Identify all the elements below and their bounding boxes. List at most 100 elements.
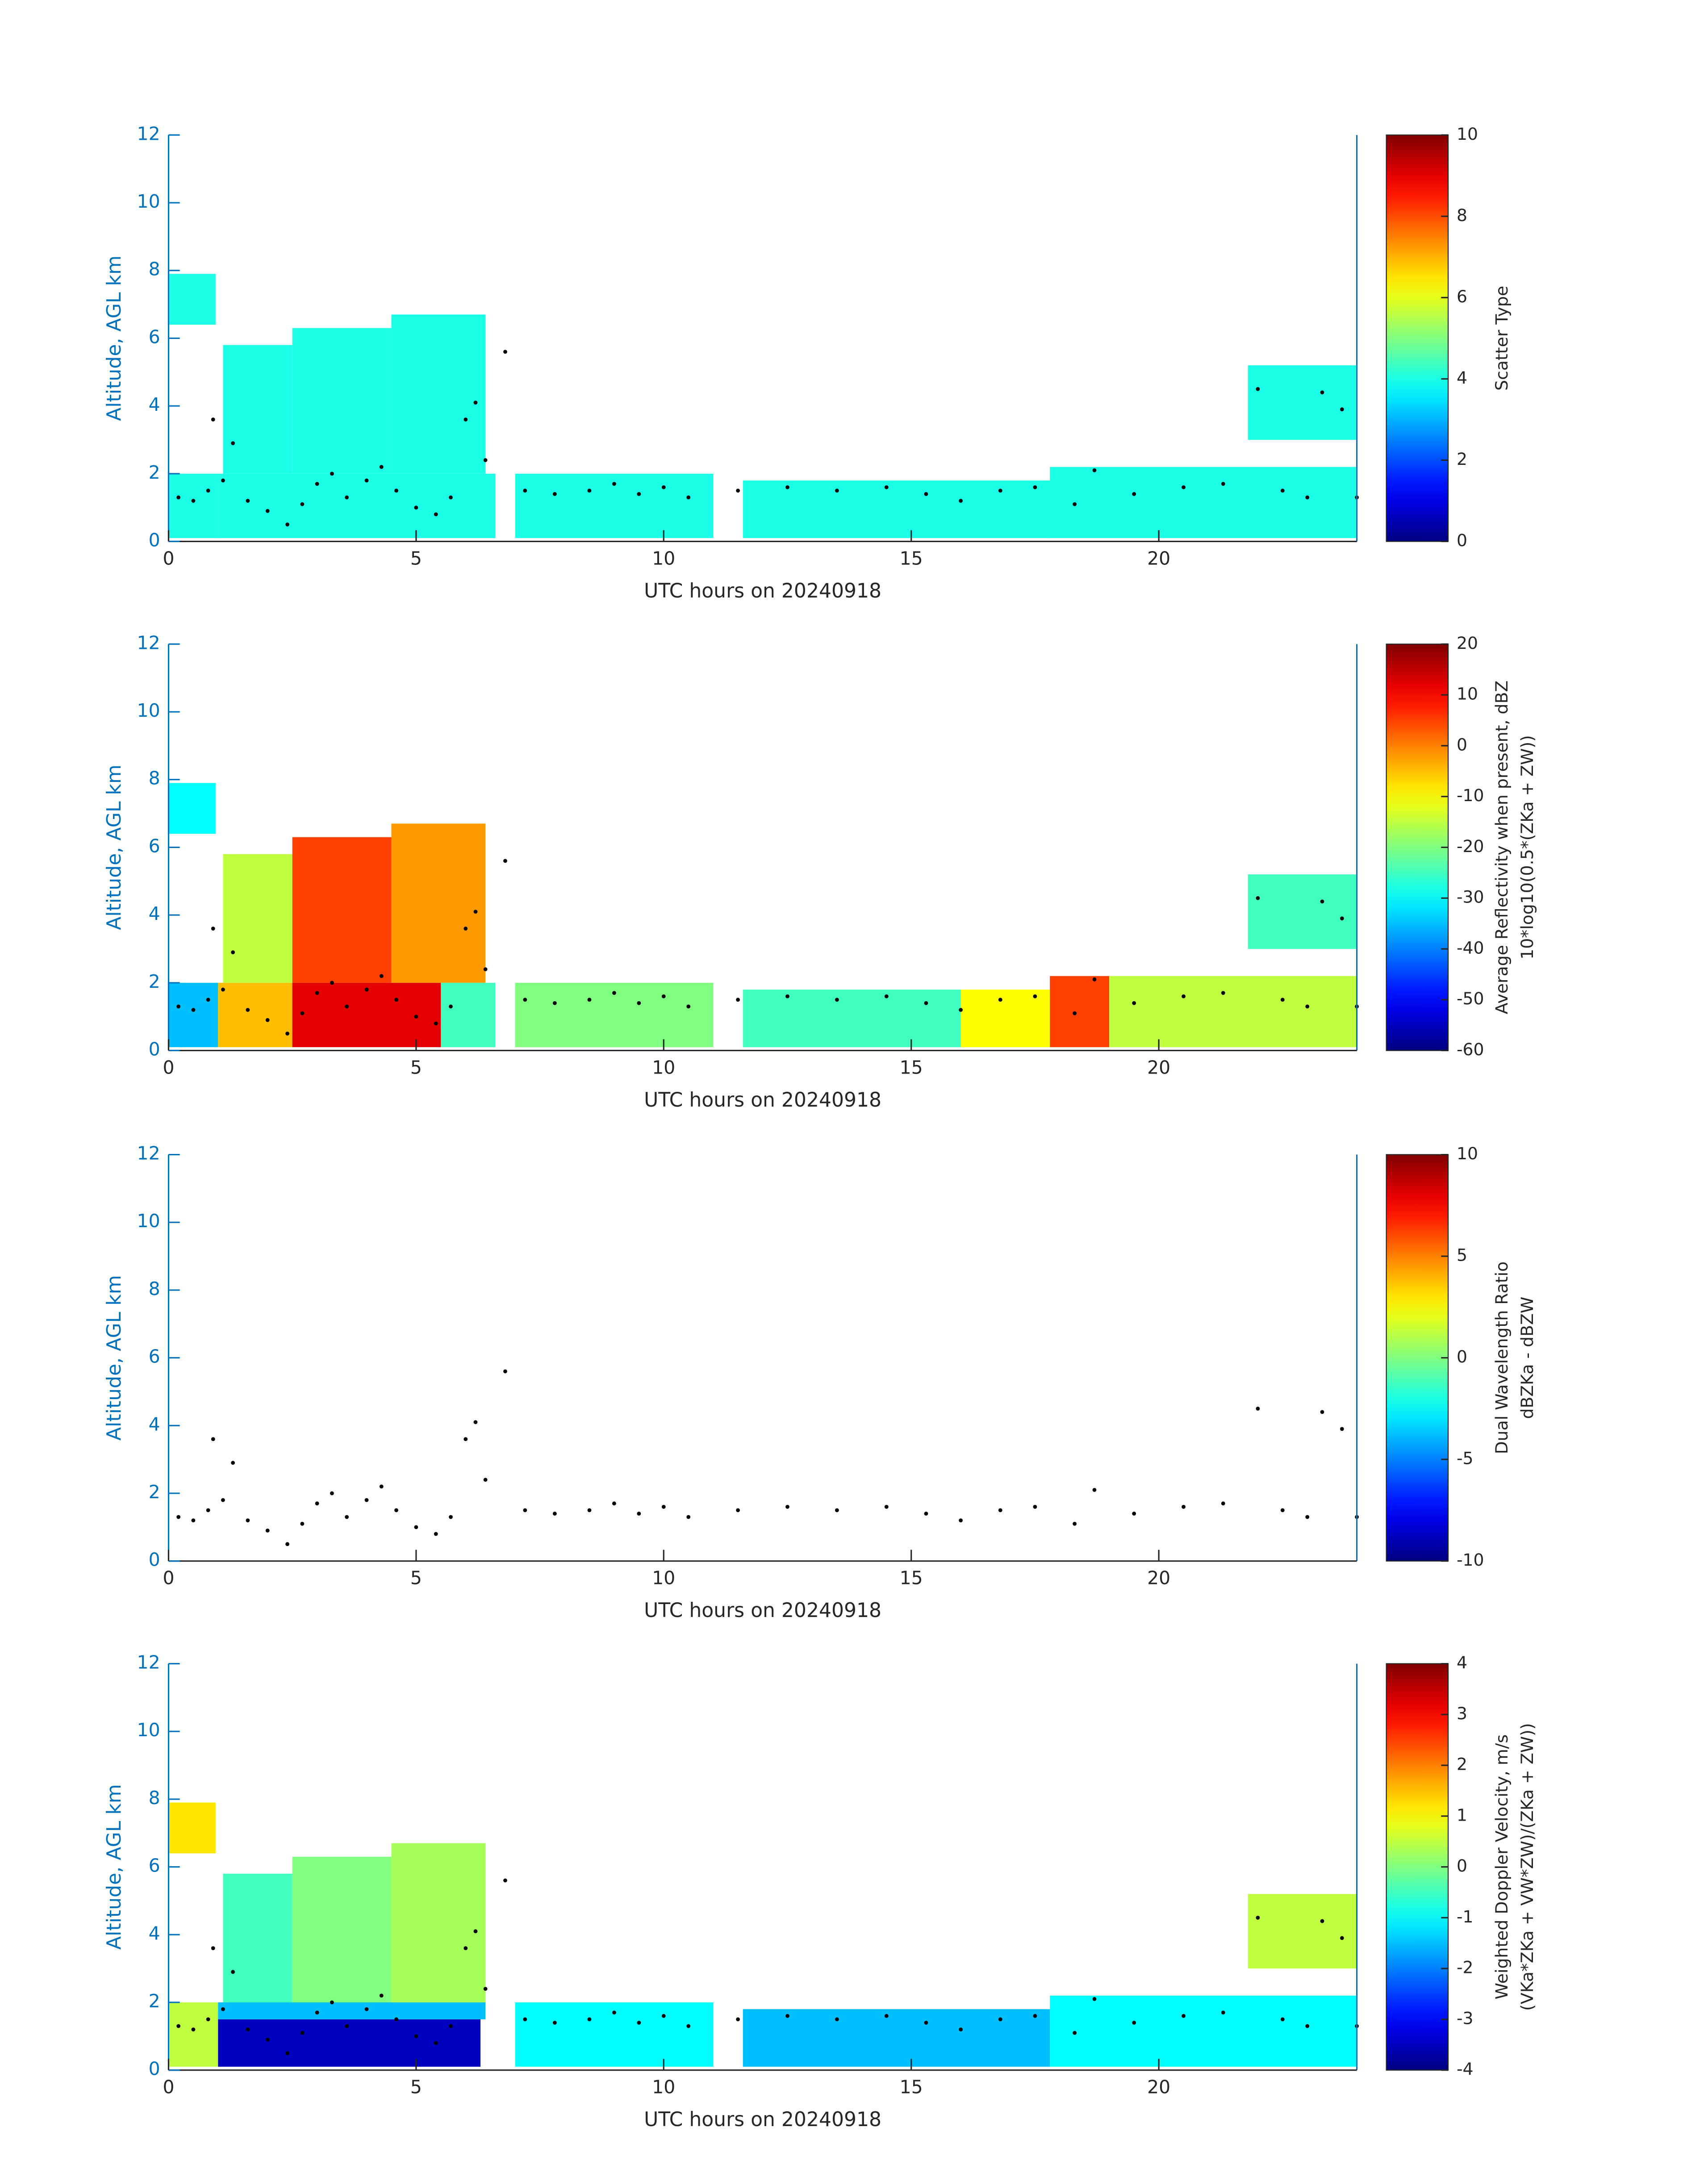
colorbar [1386, 1663, 1449, 2071]
field-cell [743, 2009, 1050, 2067]
x-tick-label: 15 [900, 1567, 923, 1589]
y-tick-label: 8 [149, 259, 160, 280]
cloud-base-point [449, 2024, 453, 2028]
cloud-base-point [379, 465, 384, 469]
field-cell [223, 1873, 292, 2002]
y-tick-label: 10 [137, 1719, 160, 1741]
cloud-base-point [176, 2024, 181, 2028]
colorbar-tick-label: 8 [1457, 205, 1467, 225]
y-tick-label: 2 [149, 971, 160, 992]
colorbar-tick-label: 10 [1457, 684, 1478, 704]
cloud-base-point [959, 1518, 963, 1523]
cloud-base-point [884, 1504, 889, 1509]
x-tick-label: 15 [900, 1057, 923, 1078]
cloud-base-point [736, 2017, 740, 2022]
x-tick-label: 15 [900, 2077, 923, 2098]
cloud-base-point [1340, 407, 1344, 412]
colorbar-tick-label: 3 [1457, 1704, 1467, 1723]
y-tick-label: 8 [149, 1787, 160, 1809]
cloud-base-point [998, 489, 1002, 493]
cloud-base-point [206, 1508, 210, 1513]
y-tick-label: 4 [149, 903, 160, 924]
field-cell [391, 823, 486, 983]
cloud-base-point [1340, 916, 1344, 921]
cloud-base-point [300, 502, 305, 506]
cloud-base-point [265, 1018, 270, 1022]
cloud-base-point [394, 489, 398, 493]
colorbar-tick-label: 4 [1457, 1653, 1467, 1672]
colorbar-tick-label: -2 [1457, 1958, 1474, 1977]
cloud-base-point [364, 987, 369, 992]
y-tick-label: 2 [149, 462, 160, 483]
field-cell [1248, 365, 1357, 440]
cloud-base-point [345, 1515, 349, 1519]
colorbar-tick-label: -50 [1457, 989, 1484, 1008]
cloud-base-point [300, 1011, 305, 1015]
cloud-base-point [206, 998, 210, 1002]
cloud-base-point [1092, 468, 1097, 472]
cloud-base-point [434, 1532, 438, 1536]
cloud-base-point [221, 1498, 225, 1502]
y-tick-label: 6 [149, 326, 160, 347]
cloud-base-point [835, 2017, 839, 2022]
cloud-base-point [785, 1504, 789, 1509]
field-cell [391, 1843, 486, 2002]
cloud-base-point [686, 495, 691, 500]
cloud-base-point [503, 350, 507, 354]
field-cell [168, 783, 216, 834]
x-tick-label: 0 [163, 547, 174, 569]
cloud-base-point [1132, 2021, 1136, 2025]
cloud-base-point [464, 1946, 468, 1951]
x-tick-label: 15 [900, 547, 923, 569]
cloud-base-point [552, 1001, 557, 1005]
x-tick-label: 5 [410, 1057, 422, 1078]
cloud-base-point [503, 859, 507, 863]
y-axis-label: Altitude, AGL km [103, 765, 125, 930]
cloud-base-point [414, 1015, 418, 1019]
cloud-base-point [231, 1461, 235, 1465]
x-axis-label: UTC hours on 20240918 [644, 580, 881, 602]
cloud-base-point [379, 974, 384, 978]
colorbar-tick-label: -10 [1457, 786, 1484, 805]
cloud-base-point [1092, 977, 1097, 982]
y-tick-label: 8 [149, 768, 160, 789]
colorbar-tick-label: -1 [1457, 1907, 1474, 1926]
field-cell [743, 989, 961, 1047]
cloud-base-point [285, 1032, 289, 1036]
field-cell [168, 2002, 218, 2067]
field-cell [960, 989, 1050, 1047]
cloud-base-point [246, 2027, 250, 2032]
cloud-base-point [345, 495, 349, 500]
y-tick-label: 6 [149, 835, 160, 857]
colorbar-tick-label: -60 [1457, 1040, 1484, 1059]
cloud-base-point [1305, 1004, 1310, 1009]
cloud-base-point [265, 509, 270, 513]
cloud-base-point [464, 927, 468, 931]
cloud-base-point [285, 522, 289, 526]
cloud-base-point [1033, 994, 1037, 999]
cloud-base-point [637, 2021, 641, 2025]
colorbar-tick-label: -5 [1457, 1449, 1474, 1468]
cloud-base-point [394, 998, 398, 1002]
cloud-base-point [924, 1512, 928, 1516]
cloud-base-point [449, 1004, 453, 1009]
y-tick-label: 12 [137, 1652, 160, 1673]
cloud-base-point [523, 2017, 527, 2022]
colorbar-label: Dual Wavelength Ratio [1492, 1262, 1512, 1454]
y-tick-label: 6 [149, 1346, 160, 1367]
colorbar-label: Average Reflectivity when present, dBZ [1492, 681, 1512, 1014]
cloud-base-point [330, 1491, 334, 1496]
cloud-base-point [1256, 896, 1260, 900]
cloud-base-point [637, 1512, 641, 1516]
field-cell [223, 345, 292, 474]
cloud-base-point [1182, 1504, 1186, 1509]
cloud-base-point [1182, 485, 1186, 489]
cloud-base-point [434, 1021, 438, 1026]
cloud-base-point [473, 1929, 478, 1934]
cloud-base-point [1182, 2014, 1186, 2018]
cloud-base-point [221, 987, 225, 992]
x-tick-label: 10 [652, 1567, 675, 1589]
cloud-base-point [661, 2014, 666, 2018]
cloud-base-point [191, 2027, 196, 2032]
cloud-base-point [206, 2017, 210, 2022]
